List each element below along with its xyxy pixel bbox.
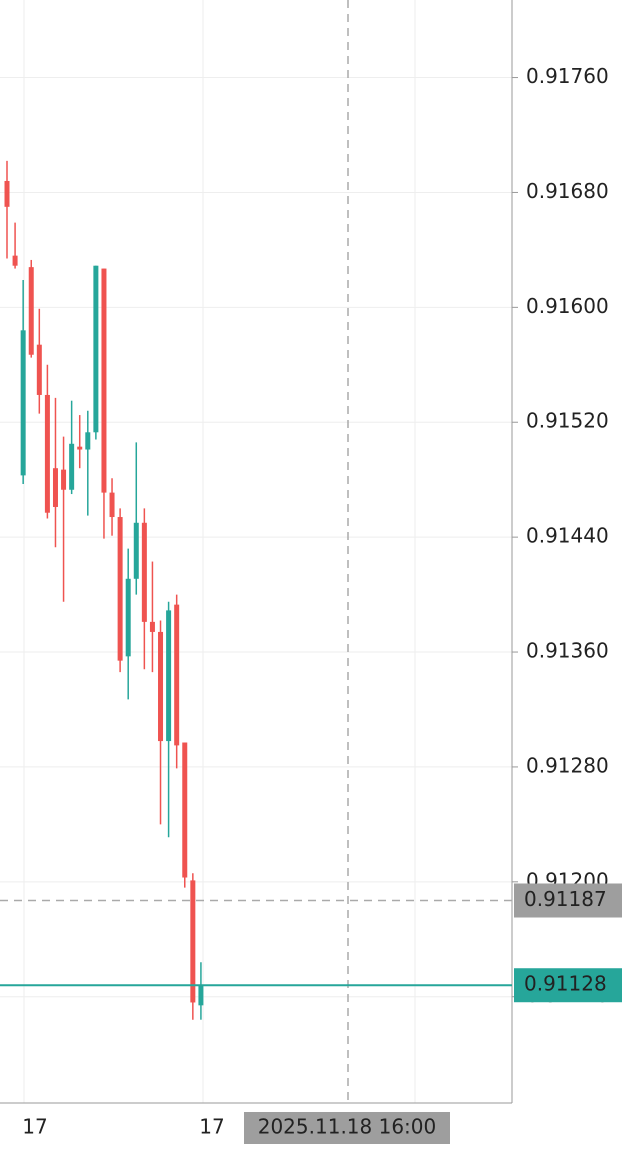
candle-body (44, 394, 50, 513)
candle-body (61, 469, 67, 490)
y-tick-label: 0.91440 (526, 524, 609, 548)
candle-body (28, 267, 34, 355)
candle-body (125, 578, 131, 657)
candle-body (20, 330, 26, 476)
candle-body (117, 517, 123, 661)
x-tick-label: 17 (199, 1115, 224, 1139)
y-tick-label: 0.91360 (526, 639, 609, 663)
candle-body (109, 492, 115, 518)
candle-body (158, 631, 164, 742)
candle-body (93, 265, 99, 433)
candle-body (190, 880, 196, 1003)
y-tick-label: 0.91280 (526, 753, 609, 777)
last-price-label: 0.91128 (524, 972, 607, 996)
crosshair-price-box (514, 883, 622, 918)
candle-body (69, 443, 75, 490)
candle-body (36, 344, 42, 395)
candle-body (174, 604, 180, 746)
candle-body (52, 468, 58, 507)
x-tick-label: 17 (22, 1115, 47, 1139)
crosshair-time-box (244, 1112, 450, 1144)
y-tick-label: 0.91520 (526, 409, 609, 433)
last-price-box (514, 968, 622, 1003)
crosshair-time-label: 2025.11.18 16:00 (258, 1115, 437, 1139)
crosshair-price-label: 0.91187 (524, 887, 607, 911)
candle-body (85, 432, 91, 450)
candle-body (4, 180, 10, 207)
candle-body (141, 522, 147, 622)
candle-body (101, 268, 107, 493)
candle-body (77, 446, 83, 450)
candle-body (133, 522, 139, 579)
candle-body (12, 255, 18, 266)
candle-body (166, 610, 172, 742)
candle-body (149, 621, 155, 632)
candle-body (198, 985, 204, 1006)
y-tick-label: 0.91760 (526, 64, 609, 88)
y-tick-label: 0.91680 (526, 179, 609, 203)
grid (23, 0, 416, 1103)
y-tick-label: 0.91600 (526, 294, 609, 318)
candle-body (182, 742, 188, 878)
